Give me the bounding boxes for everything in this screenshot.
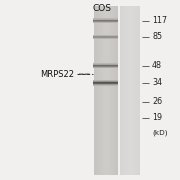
Text: MRPS22: MRPS22 — [40, 70, 74, 79]
Bar — [100, 6, 101, 175]
Bar — [93, 81, 118, 82]
Bar — [129, 6, 130, 175]
Bar — [133, 6, 134, 175]
Bar — [123, 6, 124, 175]
Bar — [113, 6, 114, 175]
Text: 34: 34 — [152, 78, 162, 87]
Text: COS: COS — [92, 4, 111, 13]
Bar — [112, 6, 113, 175]
Bar — [128, 6, 129, 175]
Bar — [94, 6, 95, 175]
Bar — [109, 6, 110, 175]
Bar — [101, 6, 102, 175]
Text: 48: 48 — [152, 61, 162, 70]
Bar — [120, 6, 121, 175]
Text: 26: 26 — [152, 97, 162, 106]
Bar — [93, 19, 118, 20]
Bar — [97, 6, 98, 175]
Bar — [98, 6, 99, 175]
Bar — [93, 82, 118, 83]
Text: 19: 19 — [152, 113, 162, 122]
Bar — [96, 6, 97, 175]
Bar — [93, 85, 118, 86]
Bar — [132, 6, 133, 175]
Bar — [136, 6, 137, 175]
Bar — [131, 6, 132, 175]
Text: (kD): (kD) — [152, 130, 168, 136]
Bar — [135, 6, 136, 175]
Bar — [126, 6, 127, 175]
Bar — [127, 6, 128, 175]
Bar — [102, 6, 103, 175]
Bar — [108, 6, 109, 175]
Bar — [93, 63, 118, 64]
Bar — [93, 21, 118, 22]
Bar — [139, 6, 140, 175]
Bar — [93, 84, 118, 85]
Text: 117: 117 — [152, 16, 167, 25]
Bar — [111, 6, 112, 175]
Bar — [122, 6, 123, 175]
Bar — [93, 20, 118, 21]
Text: 85: 85 — [152, 32, 162, 41]
Bar — [93, 67, 118, 68]
Bar — [104, 6, 105, 175]
Bar — [117, 6, 118, 175]
Bar — [106, 6, 107, 175]
Bar — [93, 80, 118, 81]
Bar — [93, 64, 118, 65]
Bar — [110, 6, 111, 175]
Bar — [134, 6, 135, 175]
Bar — [115, 6, 116, 175]
Bar — [103, 6, 104, 175]
Bar — [107, 6, 108, 175]
Bar — [95, 6, 96, 175]
Bar — [137, 6, 138, 175]
Bar — [114, 6, 115, 175]
Bar — [124, 6, 125, 175]
Bar — [93, 22, 118, 23]
Bar — [93, 65, 118, 66]
Bar — [125, 6, 126, 175]
Bar — [99, 6, 100, 175]
Bar — [116, 6, 117, 175]
Bar — [93, 83, 118, 84]
Bar — [138, 6, 139, 175]
Bar — [130, 6, 131, 175]
Bar — [93, 66, 118, 67]
Bar — [105, 6, 106, 175]
Bar — [121, 6, 122, 175]
